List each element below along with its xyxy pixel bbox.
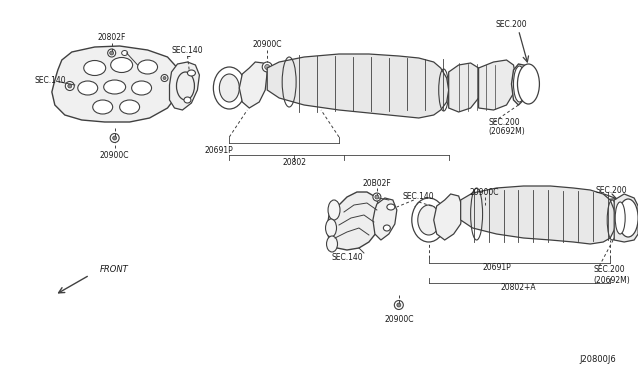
Polygon shape <box>434 194 463 240</box>
Ellipse shape <box>108 49 116 57</box>
Ellipse shape <box>184 97 191 103</box>
Ellipse shape <box>326 219 337 237</box>
Ellipse shape <box>482 202 487 208</box>
Ellipse shape <box>132 81 152 95</box>
Ellipse shape <box>397 303 401 307</box>
Text: FRONT: FRONT <box>100 266 129 275</box>
Text: 20900C: 20900C <box>100 151 129 160</box>
Text: 20B02F: 20B02F <box>362 179 391 187</box>
Polygon shape <box>614 194 638 242</box>
Ellipse shape <box>78 81 98 95</box>
Ellipse shape <box>262 62 272 72</box>
Text: 20900C: 20900C <box>384 315 413 324</box>
Polygon shape <box>511 64 531 105</box>
Text: (20692M): (20692M) <box>593 276 630 285</box>
Polygon shape <box>52 46 182 122</box>
Ellipse shape <box>113 136 116 140</box>
Ellipse shape <box>84 61 106 76</box>
Ellipse shape <box>328 200 340 220</box>
Ellipse shape <box>161 74 168 81</box>
Ellipse shape <box>111 58 132 73</box>
Ellipse shape <box>326 236 337 252</box>
Ellipse shape <box>188 70 195 76</box>
Ellipse shape <box>213 67 245 109</box>
Text: SEC.140: SEC.140 <box>172 45 204 55</box>
Ellipse shape <box>375 195 379 199</box>
Text: 20691P: 20691P <box>205 145 234 154</box>
Ellipse shape <box>122 51 127 55</box>
Polygon shape <box>479 60 516 110</box>
Text: SEC.140: SEC.140 <box>331 253 363 263</box>
Ellipse shape <box>177 72 195 100</box>
Ellipse shape <box>373 193 381 201</box>
Polygon shape <box>449 63 483 112</box>
Polygon shape <box>327 192 381 250</box>
Text: 20802F: 20802F <box>97 32 126 42</box>
Polygon shape <box>461 186 616 244</box>
Ellipse shape <box>387 204 395 210</box>
Polygon shape <box>170 62 200 110</box>
Ellipse shape <box>383 225 390 231</box>
Ellipse shape <box>120 100 140 114</box>
Polygon shape <box>268 54 449 118</box>
Ellipse shape <box>109 51 114 55</box>
Text: 20900C: 20900C <box>252 39 282 48</box>
Ellipse shape <box>93 100 113 114</box>
Ellipse shape <box>65 81 74 90</box>
Ellipse shape <box>412 198 445 242</box>
Polygon shape <box>239 62 268 108</box>
Ellipse shape <box>265 64 269 70</box>
Text: SEC.140: SEC.140 <box>35 76 67 84</box>
Text: 20900C: 20900C <box>470 187 499 196</box>
Ellipse shape <box>220 74 239 102</box>
Ellipse shape <box>110 134 119 142</box>
Polygon shape <box>373 198 397 240</box>
Text: J20800J6: J20800J6 <box>579 356 616 365</box>
Ellipse shape <box>513 66 525 102</box>
Text: SEC.140: SEC.140 <box>403 192 435 201</box>
Text: SEC.200: SEC.200 <box>488 118 520 126</box>
Ellipse shape <box>68 84 72 88</box>
Ellipse shape <box>104 80 125 94</box>
Ellipse shape <box>518 64 540 104</box>
Text: SEC.200: SEC.200 <box>595 186 627 195</box>
Text: (20692M): (20692M) <box>488 126 525 135</box>
Ellipse shape <box>618 199 638 237</box>
Ellipse shape <box>138 60 157 74</box>
Text: 20802+A: 20802+A <box>500 283 536 292</box>
Ellipse shape <box>394 301 403 310</box>
Ellipse shape <box>479 200 490 210</box>
Ellipse shape <box>163 77 166 80</box>
Ellipse shape <box>418 205 440 235</box>
Text: 20691P: 20691P <box>482 263 511 272</box>
Text: SEC.200: SEC.200 <box>496 19 527 29</box>
Text: SEC.200: SEC.200 <box>593 266 625 275</box>
Text: 20802: 20802 <box>282 157 306 167</box>
Ellipse shape <box>615 202 625 234</box>
